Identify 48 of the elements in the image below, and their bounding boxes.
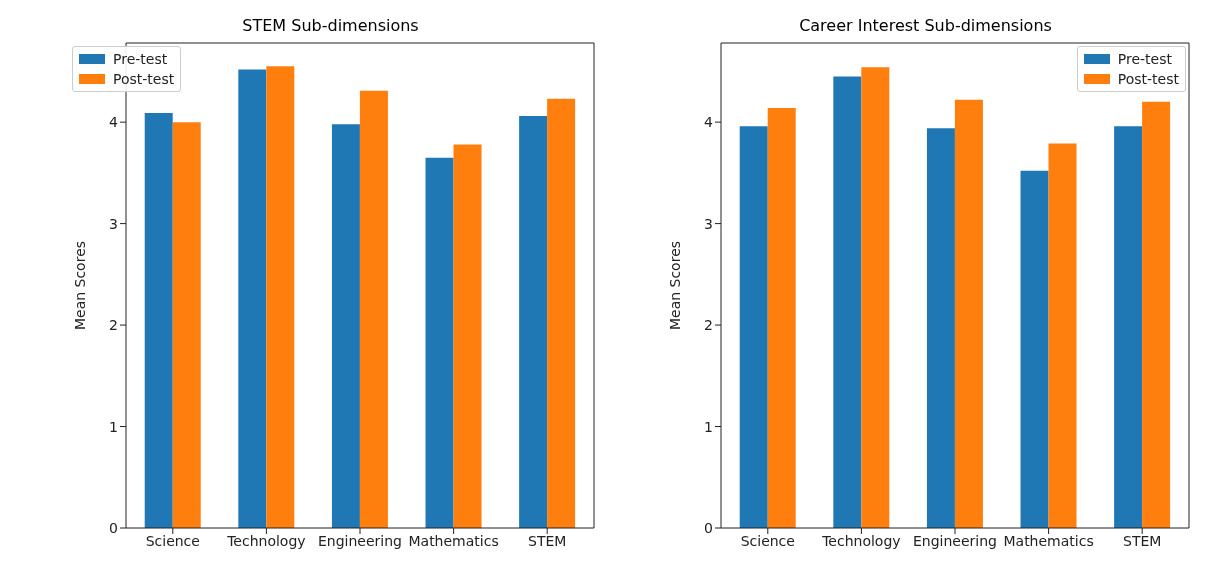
x-tick-label: Engineering [913, 532, 997, 549]
bar [144, 113, 173, 528]
y-tick-label: 2 [109, 317, 118, 334]
y-axis-title: Mean Scores [71, 240, 88, 331]
bar [547, 98, 576, 528]
chart-title: Career Interest Sub-dimensions [798, 16, 1053, 35]
bar [1048, 143, 1077, 528]
bar [453, 144, 482, 528]
bar [1142, 101, 1171, 528]
bar [739, 126, 768, 528]
bar [238, 69, 267, 528]
bar [954, 99, 983, 528]
bar [926, 128, 955, 528]
y-tick-label: 0 [109, 519, 118, 536]
bar [331, 124, 360, 528]
y-tick-label: 1 [109, 418, 118, 435]
x-tick-label: Technology [226, 532, 306, 549]
bar [172, 122, 201, 528]
y-tick-label: 4 [109, 114, 119, 131]
bar [425, 157, 454, 528]
x-tick-label: Science [145, 532, 200, 549]
y-tick-label: 3 [109, 215, 118, 232]
bar [1020, 170, 1049, 528]
x-tick-label: Mathematics [408, 532, 499, 549]
bar [359, 90, 388, 528]
y-tick-label: 0 [704, 519, 713, 536]
x-tick-label: STEM [528, 532, 567, 549]
y-tick-label: 1 [704, 418, 713, 435]
x-tick-label: STEM [1123, 532, 1162, 549]
bar [833, 76, 862, 528]
bar [767, 107, 796, 528]
y-tick-label: 3 [704, 215, 713, 232]
x-tick-label: Engineering [318, 532, 402, 549]
chart-title: STEM Sub-dimensions [241, 16, 420, 35]
legend-label: Post-test [113, 70, 175, 89]
bar [861, 67, 890, 528]
y-tick-label: 2 [704, 317, 713, 334]
bar [519, 116, 548, 528]
legend-label: Post-test [1117, 70, 1179, 89]
legend-label: Pre-test [1117, 50, 1172, 69]
x-tick-label: Technology [821, 532, 901, 549]
y-axis-title: Mean Scores [666, 240, 683, 331]
legend-label: Pre-test [113, 50, 168, 69]
bar [1114, 126, 1143, 528]
x-tick-label: Mathematics [1003, 532, 1094, 549]
bar [266, 66, 295, 528]
x-tick-label: Science [740, 532, 795, 549]
y-tick-label: 4 [704, 114, 714, 131]
